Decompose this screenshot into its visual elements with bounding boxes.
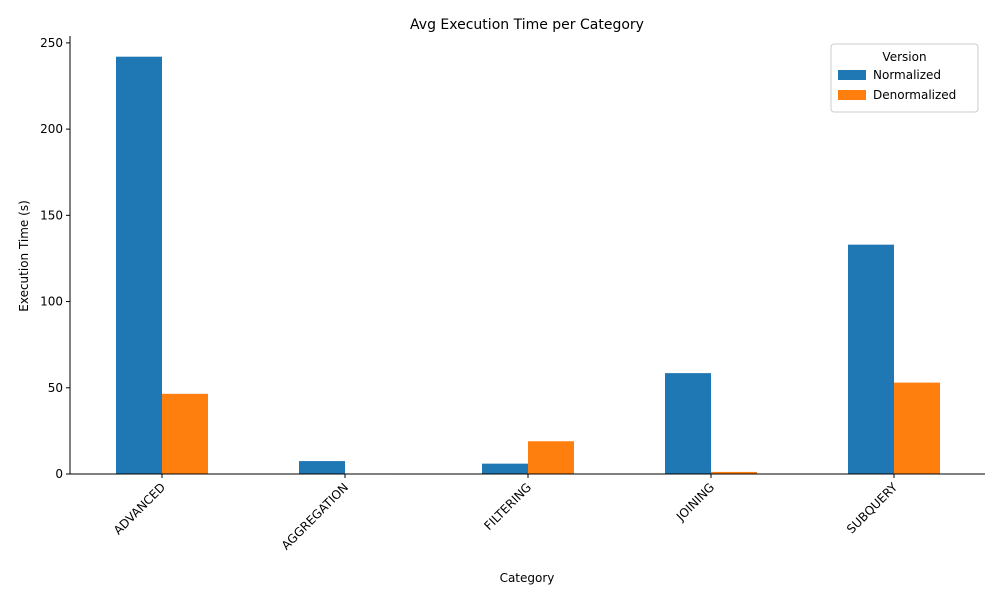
bar-normalized-subquery: [848, 244, 894, 474]
bar-normalized-aggregation: [299, 461, 345, 474]
legend-label-denormalized: Denormalized: [873, 88, 956, 102]
y-tick-label: 250: [40, 36, 63, 50]
y-tick-label: 150: [40, 208, 63, 222]
legend-swatch-normalized: [838, 70, 866, 80]
legend-title: Version: [882, 50, 926, 64]
y-tick-label: 0: [55, 467, 63, 481]
plot-area: 0 50 100 150 200 250 ADVANCED AGGREGATION FILTER…: [40, 36, 985, 553]
legend-swatch-denormalized: [838, 90, 866, 100]
bar-denormalized-joining: [711, 471, 757, 474]
y-axis-title: Execution Time (s): [17, 200, 31, 312]
bar-normalized-advanced: [116, 56, 162, 475]
x-tick-label: JOINING: [673, 480, 717, 524]
x-tick-label: SUBQUERY: [844, 480, 901, 537]
bar-denormalized-advanced: [162, 393, 208, 474]
x-tick-label: ADVANCED: [111, 480, 168, 537]
bar-normalized-joining: [665, 373, 711, 474]
y-tick-label: 200: [40, 122, 63, 136]
legend-label-normalized: Normalized: [873, 68, 941, 82]
legend-frame: [830, 43, 979, 113]
x-axis-title: Category: [500, 571, 555, 585]
bar-denormalized-subquery: [894, 382, 940, 474]
bar-denormalized-filtering: [528, 441, 574, 474]
legend: Version Normalized Denormalized: [830, 43, 979, 113]
y-tick-label: 50: [48, 381, 63, 395]
y-tick-label: 100: [40, 295, 63, 309]
x-tick-label: AGGREGATION: [279, 480, 351, 552]
x-tick-label: FILTERING: [481, 480, 534, 533]
bar-normalized-filtering: [482, 463, 528, 474]
chart-title: Avg Execution Time per Category: [410, 17, 644, 33]
